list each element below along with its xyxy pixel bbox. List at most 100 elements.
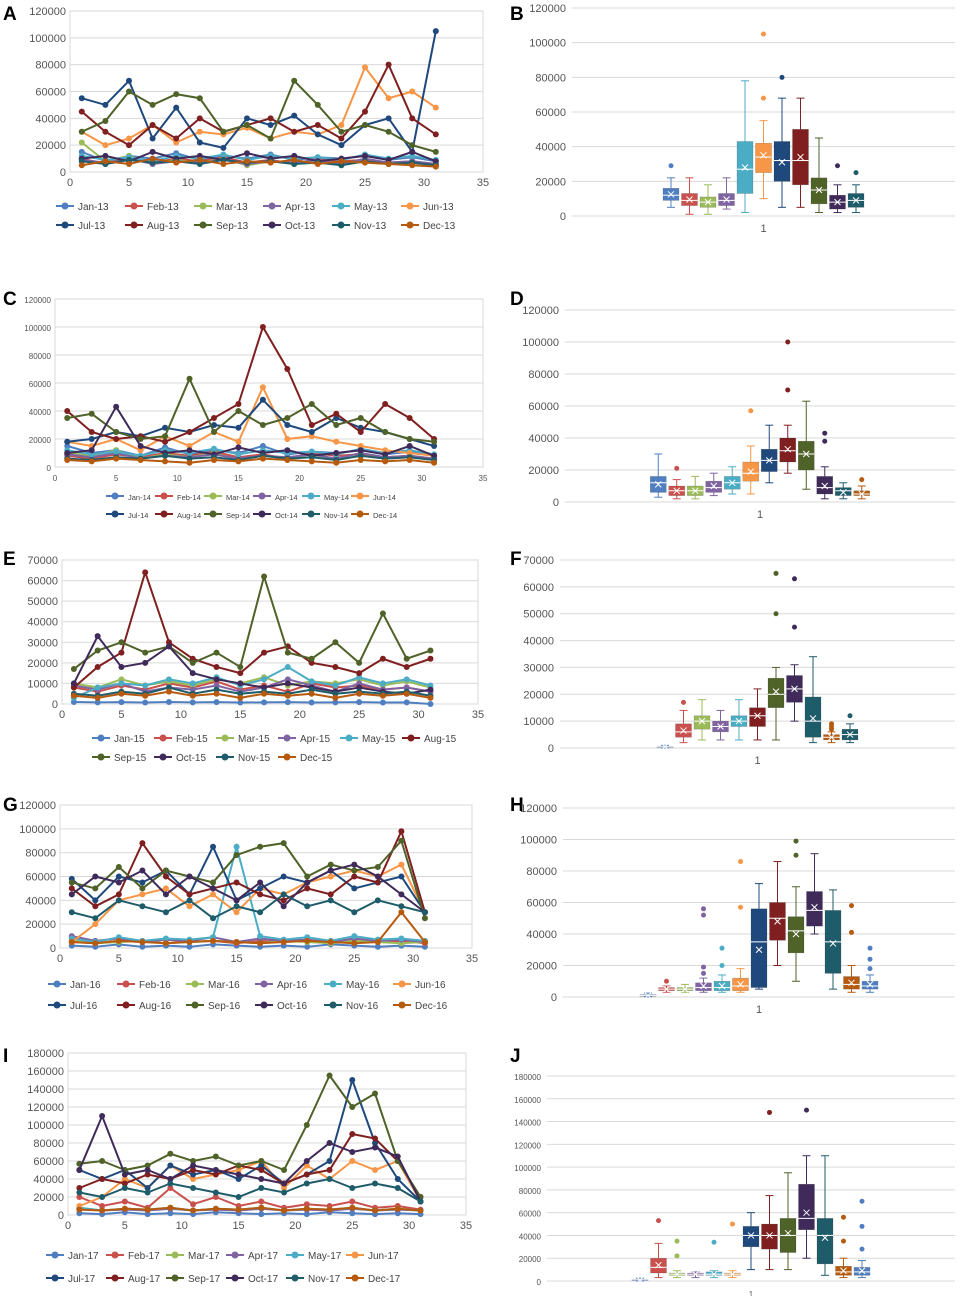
data-point [92, 940, 99, 947]
mean-marker [840, 1267, 847, 1275]
x-tick-label: 30 [403, 1220, 415, 1232]
data-point [406, 457, 413, 463]
data-point [333, 450, 340, 456]
data-point [220, 160, 227, 167]
data-point [94, 647, 101, 654]
y-tick-label: 100000 [19, 824, 56, 836]
legend-swatch [329, 1001, 337, 1009]
data-point [162, 438, 169, 445]
data-point [233, 852, 240, 859]
y-tick-label: 60000 [35, 87, 66, 99]
data-point [356, 699, 363, 706]
outlier-point [792, 576, 797, 582]
data-point [372, 1144, 379, 1151]
legend-swatch [199, 221, 207, 229]
y-tick-label: 60000 [535, 107, 566, 119]
data-point [88, 436, 95, 442]
y-tick-label: 50000 [523, 609, 554, 621]
y-tick-label: 70000 [27, 555, 58, 567]
data-point [167, 1204, 174, 1211]
data-point [308, 433, 315, 440]
x-tick-label: 5 [118, 709, 124, 721]
series-line [79, 1177, 422, 1203]
legend-label: Nov-17 [308, 1274, 341, 1285]
data-point [304, 903, 311, 910]
panel-label-j: J [510, 1046, 521, 1067]
data-point [291, 77, 298, 84]
data-point [210, 915, 217, 922]
series-line [81, 65, 437, 147]
data-point [349, 1210, 356, 1217]
data-point [142, 682, 149, 689]
data-point [212, 1153, 219, 1160]
data-point [304, 879, 311, 886]
data-point [233, 897, 240, 904]
series-line [67, 457, 435, 464]
mean-marker [766, 1232, 773, 1239]
data-point [303, 1122, 310, 1128]
data-point [121, 1185, 128, 1191]
legend-label: Jun-16 [415, 980, 446, 991]
data-point [372, 1090, 379, 1097]
mean-marker [866, 981, 874, 988]
data-point [284, 663, 291, 670]
data-point [284, 366, 291, 372]
y-tick-label: 60000 [526, 898, 557, 910]
data-point [385, 115, 392, 122]
x-tick-label: 25 [348, 953, 360, 965]
data-point [258, 1176, 265, 1182]
data-point [326, 1072, 333, 1079]
data-point [308, 655, 315, 662]
data-point [196, 115, 203, 122]
panel-h: H 0 20000 40000 60000 80000 100000 120000 1 [510, 795, 955, 1016]
legend-label: Feb-15 [176, 734, 208, 745]
legend-swatch [283, 753, 291, 761]
data-point [303, 1162, 310, 1169]
series-line [81, 157, 436, 168]
box [861, 981, 879, 990]
data-point [257, 843, 264, 850]
data-point [186, 891, 193, 898]
data-point [261, 573, 268, 580]
legend-swatch [260, 1001, 268, 1009]
data-point [362, 64, 368, 71]
data-point [281, 1167, 288, 1173]
data-point [362, 122, 368, 129]
mean-marker [846, 731, 854, 738]
x-tick-label: 20 [294, 709, 306, 721]
series-line [71, 838, 426, 919]
mean-marker [774, 918, 781, 925]
data-point [139, 885, 146, 892]
data-point [210, 879, 217, 886]
data-point [308, 448, 315, 455]
panel-f: F 0 10000 20000 30000 40000 50000 60000 70000 1 [510, 549, 955, 767]
data-point [186, 429, 193, 435]
data-point [190, 1158, 197, 1164]
mean-marker [784, 445, 792, 453]
legend-swatch [258, 510, 266, 518]
data-point [349, 1198, 356, 1205]
box [761, 1223, 778, 1250]
y-tick-label: 20000 [528, 465, 559, 477]
series-line [71, 828, 426, 913]
outlier-point [859, 1198, 865, 1204]
data-point [403, 699, 410, 706]
data-point [284, 415, 291, 421]
y-tick-label: 20000 [29, 436, 52, 445]
data-point [349, 1204, 356, 1211]
outlier-point [841, 1238, 846, 1244]
data-point [432, 131, 439, 138]
legend-swatch [337, 202, 345, 210]
data-point [432, 28, 439, 35]
data-point [165, 684, 172, 691]
data-point [349, 1185, 356, 1191]
x-tick-label: 30 [407, 953, 419, 965]
y-tick-label: 0 [52, 699, 58, 711]
data-point [244, 150, 250, 157]
data-point [162, 909, 169, 916]
data-point [326, 1167, 333, 1173]
outlier-point [674, 1238, 680, 1244]
series-line [67, 398, 435, 447]
mean-marker [735, 717, 743, 725]
data-point [237, 680, 244, 687]
